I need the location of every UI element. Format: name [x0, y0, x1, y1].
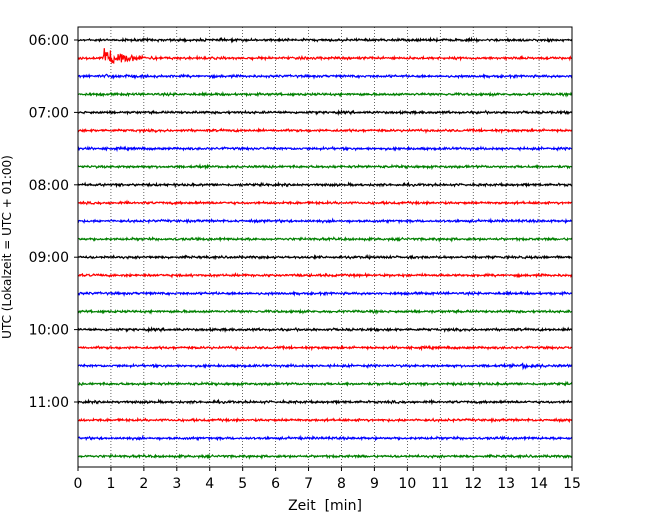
- x-tick-label: 7: [304, 476, 313, 492]
- y-tick-label: 11:00: [29, 395, 69, 411]
- trace-23: [77, 453, 573, 460]
- x-tick-label: 6: [271, 476, 280, 492]
- trace-11: [77, 236, 573, 243]
- trace-1: [77, 48, 573, 65]
- plot-frame: [77, 26, 573, 468]
- trace-12: [77, 253, 573, 261]
- x-tick-label: 12: [464, 476, 482, 492]
- x-tick-label: 14: [530, 476, 548, 492]
- trace-21: [77, 416, 573, 424]
- x-tick-label: 3: [172, 476, 181, 492]
- y-axis-ticks: 06:00 07:00 08:00 09:00 10:00 11:00: [29, 33, 78, 411]
- trace-13: [77, 271, 573, 279]
- trace-8: [77, 181, 573, 189]
- trace-3: [77, 90, 573, 98]
- y-tick-label: 10:00: [29, 323, 69, 339]
- x-tick-label: 2: [139, 476, 148, 492]
- x-tick-label: 1: [106, 476, 115, 492]
- x-tick-label: 4: [205, 476, 214, 492]
- trace-19: [77, 380, 573, 388]
- y-axis-label: UTC (Lokalzeit = UTC + 01:00): [0, 155, 14, 339]
- trace-22: [77, 434, 573, 442]
- x-tick-label: 9: [370, 476, 379, 492]
- trace-17: [77, 344, 573, 352]
- trace-10: [77, 217, 573, 225]
- y-tick-label: 09:00: [29, 250, 69, 266]
- trace-15: [77, 308, 573, 315]
- trace-5: [77, 126, 573, 135]
- x-axis-label: Zeit [min]: [288, 498, 362, 514]
- y-tick-label: 08:00: [29, 178, 69, 194]
- trace-20: [77, 398, 573, 406]
- x-tick-label: 5: [238, 476, 247, 492]
- x-tick-label: 10: [398, 476, 416, 492]
- trace-9: [77, 199, 573, 206]
- trace-6: [77, 145, 573, 153]
- x-tick-label: 0: [74, 476, 83, 492]
- trace-7: [77, 163, 573, 171]
- trace-16: [77, 326, 573, 334]
- grid-lines: [110, 27, 540, 467]
- trace-2: [77, 73, 573, 80]
- x-tick-label: 13: [497, 476, 515, 492]
- y-tick-label: 06:00: [29, 33, 69, 49]
- trace-0: [77, 36, 573, 44]
- x-tick-label: 8: [337, 476, 346, 492]
- x-tick-label: 15: [563, 476, 581, 492]
- trace-14: [77, 290, 573, 297]
- y-tick-label: 07:00: [29, 105, 69, 121]
- x-axis-ticks: 0 1 2 3 4 5 6 7 8 9 10 11 12 13 14 15: [74, 467, 581, 492]
- trace-series: [77, 36, 573, 460]
- trace-18: [77, 362, 573, 371]
- trace-4: [77, 108, 573, 116]
- x-tick-label: 11: [431, 476, 449, 492]
